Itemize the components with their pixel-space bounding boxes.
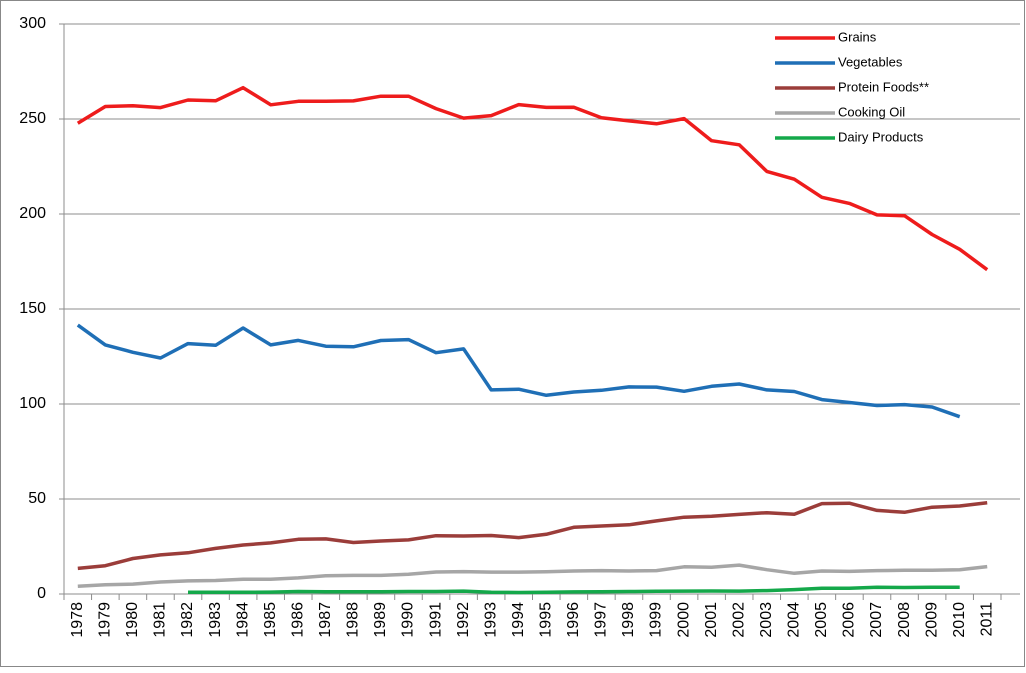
series-line — [77, 501, 988, 571]
x-tick-label: 2004 — [786, 602, 803, 638]
x-tick-label: 2001 — [703, 602, 720, 638]
series-line — [77, 563, 988, 588]
y-tick-label: 150 — [19, 300, 46, 317]
y-tick-label: 200 — [19, 205, 46, 222]
x-tick-label: 1991 — [427, 602, 444, 638]
legend-label: Protein Foods** — [838, 79, 929, 94]
x-tick-label: 1985 — [262, 602, 279, 638]
x-tick-label: 1994 — [510, 602, 527, 638]
x-tick-label: 1983 — [207, 602, 224, 638]
series-line — [76, 323, 961, 419]
series-line — [188, 585, 960, 595]
x-tick-label: 2003 — [758, 602, 775, 638]
x-tick-label: 2000 — [675, 602, 692, 638]
series-line — [76, 85, 989, 272]
x-tick-label: 1993 — [482, 602, 499, 638]
x-tick-label: 1996 — [565, 602, 582, 638]
x-tick-label: 1987 — [317, 602, 334, 638]
x-tick-label: 1997 — [593, 602, 610, 638]
legend-label: Vegetables — [838, 54, 903, 69]
x-tick-label: 2002 — [730, 602, 747, 638]
y-tick-label: 100 — [19, 395, 46, 412]
x-tick-label: 1984 — [234, 602, 251, 638]
x-tick-label: 2007 — [868, 602, 885, 638]
x-tick-label: 1979 — [97, 602, 114, 638]
x-tick-label: 2005 — [813, 602, 830, 638]
x-tick-label: 1988 — [345, 602, 362, 638]
x-tick-label: 2008 — [896, 602, 913, 638]
x-tick-label: 1992 — [455, 602, 472, 638]
legend-label: Cooking Oil — [838, 104, 905, 119]
y-tick-label: 50 — [28, 490, 46, 507]
x-tick-label: 2011 — [978, 602, 995, 637]
x-tick-label: 1989 — [372, 602, 389, 638]
x-tick-label: 1990 — [400, 602, 417, 638]
y-tick-label: 250 — [19, 110, 46, 127]
x-tick-label: 2006 — [841, 602, 858, 638]
x-tick-label: 1981 — [152, 602, 169, 638]
x-tick-label: 1999 — [648, 602, 665, 638]
y-tick-label: 0 — [37, 585, 46, 602]
legend-label: Grains — [838, 29, 877, 44]
y-tick-label: 300 — [19, 15, 46, 32]
x-tick-label: 1998 — [620, 602, 637, 638]
x-tick-label: 2009 — [923, 602, 940, 638]
x-tick-label: 1982 — [179, 602, 196, 638]
x-tick-label: 1978 — [69, 602, 86, 638]
x-tick-label: 2010 — [951, 602, 968, 638]
x-tick-label: 1980 — [124, 602, 141, 638]
legend-label: Dairy Products — [838, 129, 924, 144]
x-tick-label: 1995 — [537, 602, 554, 638]
x-tick-label: 1986 — [289, 602, 306, 638]
